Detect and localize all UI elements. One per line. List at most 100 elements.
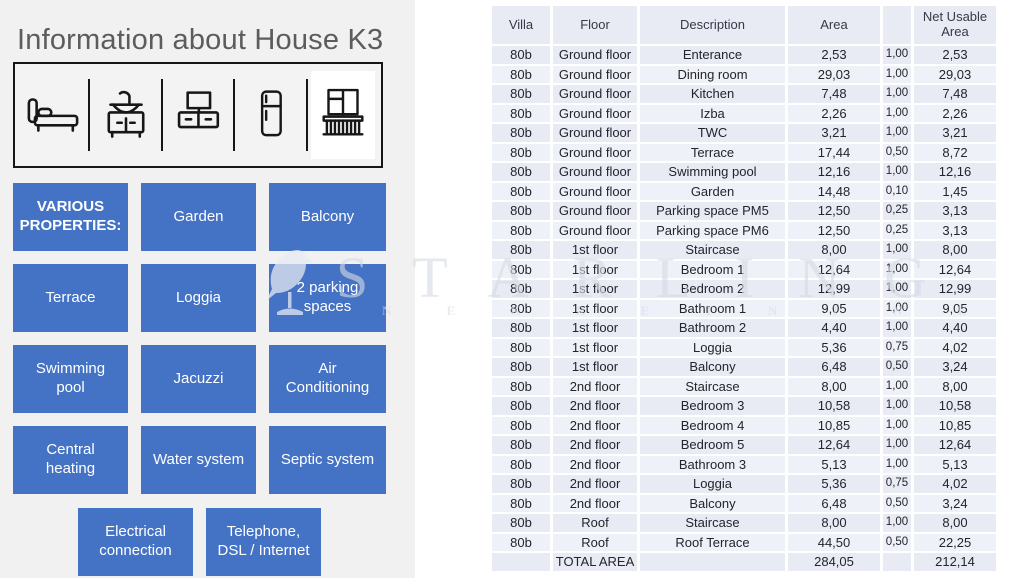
table-cell: Ground floor — [553, 85, 637, 103]
table-cell: 0,50 — [883, 358, 911, 376]
table-cell: 5,13 — [914, 455, 996, 473]
table-row: 80b 1st floor Balcony 6,48 0,50 3,24 — [492, 358, 996, 376]
table-cell: 2,53 — [788, 46, 880, 64]
table-cell: 3,21 — [914, 124, 996, 142]
bathroom-vanity-icon — [94, 71, 158, 159]
page-title: Information about House K3 — [17, 24, 384, 56]
table-cell: 80b — [492, 260, 550, 278]
table-cell: 17,44 — [788, 143, 880, 161]
table-cell: 80b — [492, 533, 550, 551]
table-cell: 6,48 — [788, 358, 880, 376]
table-cell: Izba — [640, 104, 785, 122]
table-cell: Roof — [553, 533, 637, 551]
table-cell: 9,05 — [914, 299, 996, 317]
table-row: 80b 1st floor Bathroom 2 4,40 1,00 4,40 — [492, 319, 996, 337]
table-cell: Swimming pool — [640, 163, 785, 181]
table-row: 80b Ground floor Izba 2,26 1,00 2,26 — [492, 104, 996, 122]
table-row: 80b 1st floor Bedroom 1 12,64 1,00 12,64 — [492, 260, 996, 278]
table-cell: 12,50 — [788, 221, 880, 239]
table-row: 80b Roof Roof Terrace 44,50 0,50 22,25 — [492, 533, 996, 551]
tile-telephone-dsl-internet: Telephone, DSL / Internet — [206, 508, 321, 576]
table-cell: 8,00 — [914, 377, 996, 395]
tile-electrical-connection: Electrical connection — [78, 508, 193, 576]
table-cell: Bathroom 1 — [640, 299, 785, 317]
table-cell: 80b — [492, 46, 550, 64]
table-cell: 1,00 — [883, 104, 911, 122]
table-cell: 1,00 — [883, 299, 911, 317]
table-cell: Balcony — [640, 494, 785, 512]
table-cell: TWC — [640, 124, 785, 142]
table-cell: Terrace — [640, 143, 785, 161]
table-cell: Parking space PM6 — [640, 221, 785, 239]
tile-various-properties: VARIOUS PROPERTIES: — [13, 183, 128, 251]
table-cell: Parking space PM5 — [640, 202, 785, 220]
icon-divider — [305, 79, 308, 151]
table-cell: 1,00 — [883, 260, 911, 278]
table-cell: Ground floor — [553, 163, 637, 181]
table-cell: 1st floor — [553, 280, 637, 298]
table-cell: 2,26 — [914, 104, 996, 122]
table-cell: 1,00 — [883, 377, 911, 395]
left-panel: Information about House K3 — [0, 0, 415, 578]
table-cell: 0,10 — [883, 182, 911, 200]
table-cell: 8,00 — [914, 241, 996, 259]
table-cell: 12,64 — [788, 260, 880, 278]
table-row: 80b Ground floor Parking space PM5 12,50 0,2… — [492, 202, 996, 220]
table-cell: Enterance — [640, 46, 785, 64]
table-cell: 12,64 — [914, 260, 996, 278]
table-row: 80b 1st floor Loggia 5,36 0,75 4,02 — [492, 338, 996, 356]
table-cell: 0,50 — [883, 143, 911, 161]
table-cell: 10,58 — [914, 397, 996, 415]
total-area-value: 284,05 — [788, 553, 880, 571]
table-cell: 2nd floor — [553, 377, 637, 395]
table-cell: 1,00 — [883, 436, 911, 454]
table-cell: Roof — [553, 514, 637, 532]
table-cell: 0,50 — [883, 533, 911, 551]
table-body: 80b Ground floor Enterance 2,53 1,00 2,53 80b G… — [492, 46, 996, 551]
table-cell: 1,00 — [883, 163, 911, 181]
table-row: 80b 2nd floor Loggia 5,36 0,75 4,02 — [492, 475, 996, 493]
table-cell: Bathroom 3 — [640, 455, 785, 473]
icon-divider — [233, 79, 236, 151]
table-cell: Ground floor — [553, 124, 637, 142]
table-cell: 10,58 — [788, 397, 880, 415]
table-cell: 3,13 — [914, 221, 996, 239]
header-description: Description — [640, 6, 785, 44]
table-cell: 2nd floor — [553, 475, 637, 493]
table-cell: 7,48 — [788, 85, 880, 103]
table-cell: 12,64 — [914, 436, 996, 454]
table-cell: 1,00 — [883, 85, 911, 103]
table-row: 80b Ground floor Garden 14,48 0,10 1,45 — [492, 182, 996, 200]
table-cell: Loggia — [640, 338, 785, 356]
table-cell: 4,40 — [788, 319, 880, 337]
balcony-icon — [311, 71, 375, 159]
table-cell: 80b — [492, 65, 550, 83]
table-cell: Kitchen — [640, 85, 785, 103]
table-row: 80b Ground floor Kitchen 7,48 1,00 7,48 — [492, 85, 996, 103]
table-cell: 80b — [492, 163, 550, 181]
table-cell: Loggia — [640, 475, 785, 493]
table-cell: 0,75 — [883, 475, 911, 493]
table-cell: 1,45 — [914, 182, 996, 200]
table-cell: 80b — [492, 338, 550, 356]
table-cell: 80b — [492, 124, 550, 142]
table-cell: 80b — [492, 436, 550, 454]
table-row: 80b Ground floor Parking space PM6 12,50 0,2… — [492, 221, 996, 239]
table-cell: 5,36 — [788, 338, 880, 356]
table-cell: 12,99 — [788, 280, 880, 298]
table-row: 80b Ground floor Terrace 17,44 0,50 8,72 — [492, 143, 996, 161]
table-cell: 3,21 — [788, 124, 880, 142]
property-tiles: VARIOUS PROPERTIES: Garden Balcony Terra… — [13, 183, 388, 494]
table-cell: 80b — [492, 514, 550, 532]
header-villa: Villa — [492, 6, 550, 44]
table-cell — [492, 553, 550, 571]
table-cell: 2nd floor — [553, 436, 637, 454]
table-cell: 1st floor — [553, 241, 637, 259]
table-cell: 7,48 — [914, 85, 996, 103]
table-cell: 80b — [492, 221, 550, 239]
table-row: 80b 1st floor Bathroom 1 9,05 1,00 9,05 — [492, 299, 996, 317]
table-row: 80b Ground floor Enterance 2,53 1,00 2,53 — [492, 46, 996, 64]
table-cell: 80b — [492, 416, 550, 434]
icon-divider — [88, 79, 91, 151]
